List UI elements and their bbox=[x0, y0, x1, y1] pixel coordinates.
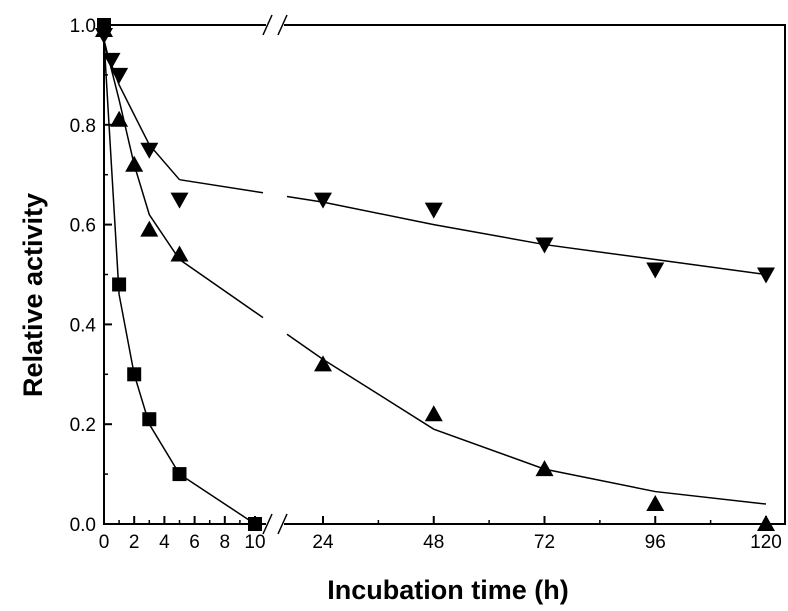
triangle-up-marker bbox=[110, 110, 129, 127]
x-tick-label: 96 bbox=[645, 532, 666, 553]
triangle-up-marker bbox=[646, 495, 665, 512]
axis-break-slash bbox=[262, 513, 273, 535]
y-tick-label: 0.6 bbox=[70, 216, 96, 237]
square-marker bbox=[248, 517, 262, 531]
fit-line bbox=[322, 358, 767, 505]
fit-lines bbox=[103, 39, 767, 525]
triangle-down-marker bbox=[170, 192, 189, 209]
triangle-up-marker bbox=[424, 405, 443, 422]
x-tick-label: 2 bbox=[129, 532, 140, 553]
fit-line bbox=[103, 39, 256, 525]
triangle-down-marker bbox=[535, 237, 554, 254]
x-tick-label: 8 bbox=[220, 532, 231, 553]
axis-break-slash bbox=[277, 14, 288, 36]
square-marker bbox=[142, 412, 157, 427]
x-tick-label: 24 bbox=[312, 532, 334, 553]
triangle-down-marker bbox=[95, 27, 113, 44]
x-tick-label: 6 bbox=[189, 532, 200, 553]
triangle-up-marker bbox=[314, 355, 332, 372]
triangle-down-marker bbox=[424, 202, 443, 219]
y-tick-label: 1.0 bbox=[70, 16, 96, 37]
triangle-up-marker bbox=[140, 220, 159, 237]
square-marker bbox=[127, 367, 142, 382]
triangle-down-marker bbox=[140, 142, 159, 159]
triangle-down-marker bbox=[110, 67, 129, 84]
axis-break-marks bbox=[262, 14, 288, 535]
axis-break-gap bbox=[266, 22, 284, 28]
triangle-up-marker bbox=[757, 515, 775, 531]
triangle-down-marker bbox=[646, 262, 665, 279]
fit-line-bridge bbox=[179, 178, 264, 194]
plot-frame bbox=[103, 24, 786, 525]
square-marker bbox=[172, 467, 187, 482]
fit-line-bridge bbox=[286, 195, 324, 203]
fit-line-bridge bbox=[179, 258, 264, 319]
x-tick-label: 72 bbox=[534, 532, 555, 553]
y-tick-label: 0.8 bbox=[70, 116, 96, 137]
fit-line-bridge bbox=[286, 333, 324, 360]
square-marker bbox=[112, 277, 127, 292]
x-tick-label: 120 bbox=[750, 532, 782, 553]
y-tick-label: 0.0 bbox=[70, 515, 96, 536]
x-tick-label: 4 bbox=[159, 532, 170, 553]
axis-break-gap bbox=[266, 521, 284, 527]
triangle-down-marker bbox=[757, 267, 775, 284]
axis-break-slash bbox=[262, 14, 273, 36]
x-axis-title: Incubation time (h) bbox=[327, 575, 568, 605]
triangle-up-marker bbox=[125, 155, 144, 172]
y-tick-label: 0.2 bbox=[70, 415, 96, 436]
triangle-down-marker bbox=[314, 192, 332, 209]
x-tick-label: 48 bbox=[423, 532, 444, 553]
y-axis-title: Relative activity bbox=[18, 193, 48, 397]
x-tick-label: 0 bbox=[99, 532, 110, 553]
triangle-up-marker bbox=[170, 245, 189, 262]
fit-line bbox=[103, 44, 181, 181]
data-markers bbox=[95, 18, 775, 531]
axis-ticks bbox=[103, 24, 767, 525]
y-tick-label: 0.4 bbox=[70, 315, 97, 336]
triangle-down-marker bbox=[102, 52, 121, 69]
axis-break-slash bbox=[277, 513, 288, 535]
triangle-up-marker bbox=[535, 460, 554, 477]
x-tick-label: 10 bbox=[244, 532, 265, 553]
